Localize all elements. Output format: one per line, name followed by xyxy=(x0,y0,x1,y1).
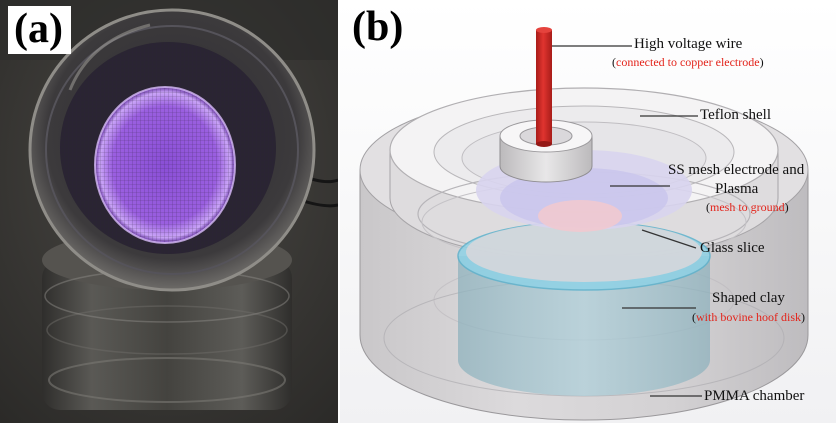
hv-wire-note-text: connected to copper electrode xyxy=(616,55,760,69)
reactor-schematic xyxy=(340,0,836,423)
mesh-title-line2: Plasma xyxy=(715,181,759,197)
clay-note-text: with bovine hoof disk xyxy=(696,310,801,324)
clay-note-open: ( xyxy=(692,310,696,324)
hv-wire-title: High voltage wire xyxy=(634,36,743,52)
reactor-photo xyxy=(0,0,338,423)
teflon-title: Teflon shell xyxy=(700,107,772,123)
photo-panel: (a) xyxy=(0,0,338,423)
clay-note-close: ) xyxy=(801,310,805,324)
hv-wire-note: (connected to copper electrode) xyxy=(612,55,764,69)
clay-title: Shaped clay xyxy=(712,290,785,306)
mesh-note: (mesh to ground) xyxy=(706,200,789,214)
mesh-note-text: mesh to ground xyxy=(710,200,785,214)
clay-note: (with bovine hoof disk) xyxy=(692,310,805,324)
panel-b-label: (b) xyxy=(352,4,404,50)
glass-leader xyxy=(641,229,697,249)
glass-title: Glass slice xyxy=(700,240,765,256)
pmma-title: PMMA chamber xyxy=(704,388,805,404)
mesh-title-line1: SS mesh electrode and xyxy=(668,162,805,178)
panel-a-label: (a) xyxy=(8,6,71,54)
schematic-panel: (b) High voltage wire (connected to copp… xyxy=(340,0,836,423)
